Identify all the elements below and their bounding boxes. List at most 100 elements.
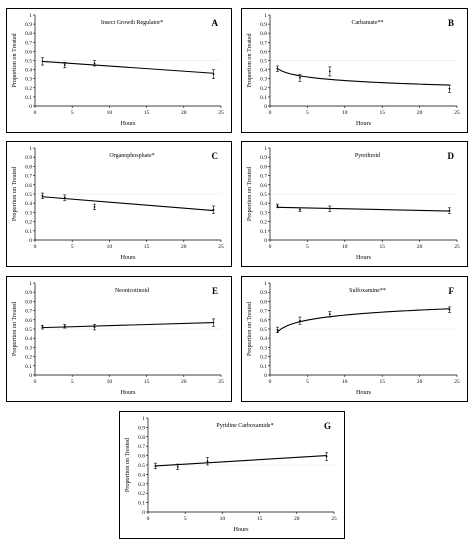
chart-svg: 00.10.20.30.40.50.60.70.80.910 5 10 15 20 25H… xyxy=(246,146,460,261)
chart-svg: 00.10.20.30.40.50.60.70.80.910 5 10 15 20 25H… xyxy=(11,146,224,261)
x-tick-label: 15 xyxy=(144,110,150,116)
y-tick-label: 0.2 xyxy=(260,220,267,226)
x-tick-label: 0 xyxy=(147,516,150,522)
x-tick-label: 15 xyxy=(379,379,385,385)
y-axis-label: Proportion on Treated xyxy=(246,166,253,221)
y-tick-label: 0.8 xyxy=(25,299,32,305)
y-tick-label: 0.1 xyxy=(260,95,267,101)
data-point xyxy=(93,62,96,65)
x-tick-label: 10 xyxy=(107,110,113,116)
y-tick-label: 0.3 xyxy=(25,345,32,351)
data-point xyxy=(41,194,44,197)
chart-svg: 00.10.20.30.40.50.60.70.80.910 5 10 15 20 25H… xyxy=(246,13,460,127)
x-tick-label: 0 xyxy=(269,110,272,116)
chart-title: Organophosphate* xyxy=(109,153,154,159)
chart-title: Pyrethroid xyxy=(355,153,380,159)
chart-title: Sulfoxamine** xyxy=(349,287,386,294)
x-tick-label: 0 xyxy=(34,110,37,116)
y-tick-label: 0.8 xyxy=(260,299,267,305)
y-tick-label: 0.7 xyxy=(260,174,267,180)
trend-line xyxy=(155,455,327,467)
x-tick-label: 20 xyxy=(417,379,423,385)
chart-svg: 00.10.20.30.40.50.60.70.80.910 5 10 15 20 25H… xyxy=(11,281,224,396)
x-tick-label: 0 xyxy=(269,379,272,385)
x-tick-label: 25 xyxy=(454,379,460,385)
data-point xyxy=(325,455,328,458)
data-point xyxy=(448,209,451,212)
y-tick-label: 0 xyxy=(142,510,145,516)
y-tick-label: 0.5 xyxy=(260,59,267,65)
data-point xyxy=(212,321,215,324)
y-tick-label: 0.7 xyxy=(25,40,32,46)
x-tick-label: 20 xyxy=(294,516,300,522)
x-tick-label: 5 xyxy=(71,244,74,250)
y-tick-label: 1 xyxy=(29,13,32,19)
chart-title: Neonicotinoid xyxy=(115,288,149,294)
y-tick-label: 0.9 xyxy=(25,22,32,28)
chart-panel-d: 0 0.1 0.2 0.3 0.4 0.5 0.6 0.7 0.8 0.9 1 0 5 10 15 20 25 H… xyxy=(241,141,468,267)
chart-title: Pyridine Carboxamide* xyxy=(216,423,273,429)
chart-panel-b: 0 0.1 0.2 0.3 0.4 0.5 0.6 0.7 0.8 0.9 1 0 5 10 15 20 25 H… xyxy=(241,8,468,133)
y-tick-label: 0.9 xyxy=(260,290,267,296)
data-point xyxy=(328,207,331,210)
y-axis-label: Proportion on Treated xyxy=(124,437,131,492)
x-tick-label: 5 xyxy=(71,110,74,116)
y-axis-label: Proportion on Treated xyxy=(246,32,253,87)
y-tick-label: 0.6 xyxy=(260,49,267,55)
y-tick-label: 0.9 xyxy=(260,22,267,28)
data-point xyxy=(41,326,44,329)
y-tick-label: 0.9 xyxy=(260,155,267,161)
x-tick-label: 5 xyxy=(306,244,309,250)
y-tick-label: 0 xyxy=(29,373,32,379)
data-point xyxy=(63,325,66,328)
x-tick-label: 5 xyxy=(306,379,309,385)
y-tick-label: 0.1 xyxy=(25,364,32,370)
y-tick-label: 0.8 xyxy=(138,435,145,441)
data-point xyxy=(212,73,215,76)
y-tick-label: 0.7 xyxy=(260,309,267,315)
y-tick-label: 0.7 xyxy=(25,309,32,315)
chart-title: Carbamate** xyxy=(352,20,384,26)
panel-letter: B xyxy=(448,18,454,28)
x-tick-label: 10 xyxy=(342,379,348,385)
data-point xyxy=(448,308,451,311)
y-tick-label: 0.6 xyxy=(138,454,145,460)
y-tick-label: 0.6 xyxy=(260,318,267,324)
data-point xyxy=(63,196,66,199)
x-tick-label: 0 xyxy=(269,244,272,250)
panel-letter: A xyxy=(212,18,219,28)
y-tick-label: 0.8 xyxy=(25,31,32,37)
x-axis-label: Hours xyxy=(356,120,372,127)
y-tick-label: 0.7 xyxy=(138,444,145,450)
trend-line xyxy=(277,308,450,333)
y-tick-label: 0.5 xyxy=(25,327,32,333)
y-tick-label: 0.3 xyxy=(25,77,32,83)
data-point xyxy=(212,208,215,211)
y-tick-label: 0.4 xyxy=(260,68,267,74)
data-point xyxy=(276,329,279,331)
y-tick-label: 0.1 xyxy=(260,229,267,235)
y-tick-label: 0.5 xyxy=(260,327,267,333)
y-tick-label: 0.1 xyxy=(25,229,32,235)
y-tick-label: 0.6 xyxy=(25,318,32,324)
x-tick-label: 10 xyxy=(342,244,348,250)
x-axis-label: Hours xyxy=(120,120,136,127)
y-tick-label: 0.9 xyxy=(138,425,145,431)
data-point xyxy=(41,60,44,63)
y-tick-label: 1 xyxy=(264,281,267,287)
y-tick-label: 0 xyxy=(29,238,32,244)
y-tick-label: 0.4 xyxy=(25,201,32,207)
y-tick-label: 0.3 xyxy=(138,482,145,488)
y-axis-label: Proportion on Treated xyxy=(11,32,18,87)
y-tick-label: 0.5 xyxy=(25,59,32,65)
data-point xyxy=(299,319,301,322)
trend-line xyxy=(42,60,214,74)
data-point xyxy=(448,87,451,90)
chart-panel-c: 0 0.1 0.2 0.3 0.4 0.5 0.6 0.7 0.8 0.9 1 0 5 10 15 20 25 H… xyxy=(6,141,232,267)
data-point xyxy=(93,326,96,329)
x-tick-label: 0 xyxy=(34,244,37,250)
panel-letter: D xyxy=(448,151,455,161)
chart-svg: 00.10.20.30.40.50.60.70.80.910 5 10 15 20 25H… xyxy=(11,13,224,127)
y-tick-label: 1 xyxy=(264,13,267,19)
data-point xyxy=(206,460,209,463)
